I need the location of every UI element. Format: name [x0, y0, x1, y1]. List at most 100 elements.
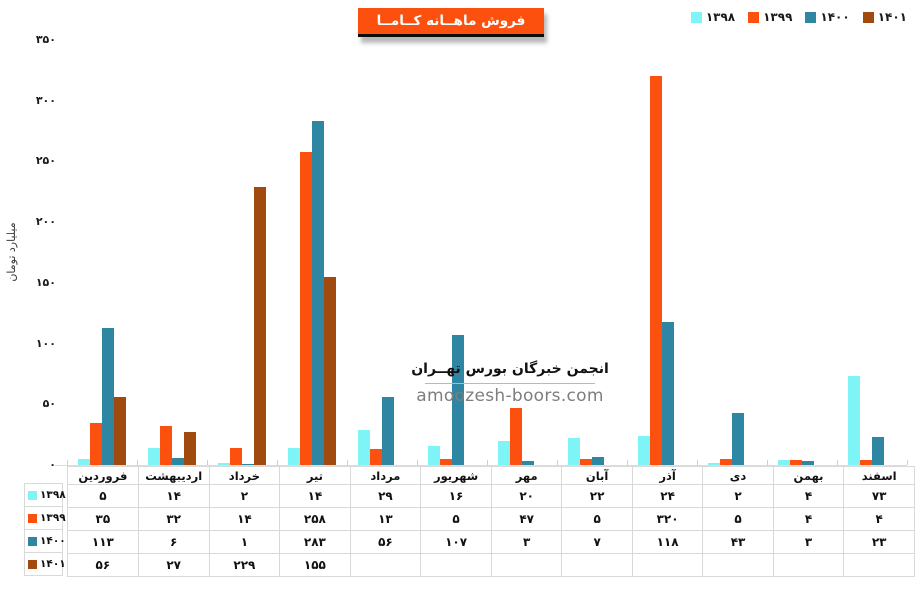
legend-swatch-icon	[862, 11, 874, 23]
legend-swatch-icon	[748, 11, 760, 23]
chart-bar	[242, 463, 254, 465]
value-cell: ۵۶	[349, 530, 422, 554]
value-cell: ۵	[702, 507, 774, 531]
x-axis-tick	[487, 460, 488, 465]
value-cell: ۱۰۷	[420, 530, 492, 554]
chart-bar	[732, 412, 744, 465]
month-header-cell: بهمن	[772, 466, 845, 485]
chart-bar	[848, 376, 860, 465]
value-cell: ۲	[208, 484, 281, 508]
value-cell: ۱۱۸	[631, 530, 704, 554]
y-axis-title: میلیارد تومان	[5, 222, 18, 282]
value-cell: ۴	[772, 507, 845, 531]
chart-bar	[324, 276, 336, 465]
legend-swatch-icon	[805, 11, 817, 23]
value-cell	[561, 553, 633, 577]
value-cell: ۵	[561, 507, 633, 531]
series-key-cell: ۱۴۰۰	[24, 529, 66, 553]
series-key-swatch-icon	[28, 513, 37, 523]
y-axis-tick-label: ۵۰	[42, 397, 56, 411]
value-cell	[702, 553, 774, 577]
x-axis-line	[55, 465, 907, 466]
chart-bar	[148, 448, 160, 465]
chart-bar	[592, 456, 604, 465]
chart-bar	[114, 397, 126, 465]
chart-bar	[580, 458, 592, 465]
chart-bar	[510, 407, 522, 465]
chart-bar	[708, 462, 720, 465]
chart-bar	[428, 445, 440, 465]
chart-bar	[440, 458, 452, 465]
value-cell: ۲۷	[137, 553, 210, 577]
chart-bar	[662, 321, 674, 465]
chart-bar	[312, 121, 324, 465]
legend-item: ۱۴۰۱	[862, 10, 907, 24]
chart-bar	[288, 448, 300, 465]
value-cell: ۴۷	[490, 507, 563, 531]
y-axis-tick-label: ۳۵۰	[35, 33, 56, 46]
month-header-cell: اردیبهشت	[137, 466, 210, 485]
legend-item-label: ۱۴۰۰	[820, 10, 850, 24]
value-cell	[772, 553, 845, 577]
series-key-swatch-icon	[28, 536, 37, 546]
month-header-cell: مهر	[490, 466, 563, 485]
x-axis-tick	[207, 460, 208, 465]
value-cell: ۷	[561, 530, 633, 554]
chart-bar	[720, 458, 732, 465]
legend-item: ۱۳۹۹	[748, 10, 792, 24]
x-axis-tick	[417, 460, 418, 465]
value-cell: ۲۸۳	[279, 530, 351, 554]
value-cell: ۴	[843, 507, 915, 531]
chart-bar	[300, 151, 312, 465]
table-row: ۵ ۱۴ ۲ ۱۴ ۲۹ ۱۶ ۲۰ ۲۲ ۲۴ ۲ ۴ ۷۳	[67, 484, 915, 508]
value-cell: ۱۴	[208, 507, 281, 531]
x-axis-tick	[67, 460, 68, 465]
chart-title: فروش ماهــانه کــامــا	[358, 8, 544, 37]
legend-swatch-icon	[690, 11, 702, 23]
value-cell: ۲۲۹	[208, 553, 281, 577]
value-cell: ۴	[772, 484, 845, 508]
x-axis-tick	[907, 460, 908, 465]
watermark-url: amoozesh-boors.com	[416, 386, 604, 406]
chart-bar	[78, 458, 90, 465]
value-cell: ۳۵	[67, 507, 139, 531]
value-cell: ۳۲۰	[631, 507, 704, 531]
series-key-label: ۱۳۹۹	[40, 512, 66, 524]
value-cell: ۳	[772, 530, 845, 554]
chart-bar	[872, 437, 884, 465]
x-axis-tick	[347, 460, 348, 465]
chart-bar	[522, 461, 534, 465]
value-cell: ۶	[137, 530, 210, 554]
value-cell: ۵۶	[67, 553, 139, 577]
legend-item: ۱۳۹۸	[690, 10, 735, 24]
value-cell: ۲	[702, 484, 774, 508]
month-header-cell: شهریور	[420, 466, 492, 485]
value-cell: ۲۰	[490, 484, 563, 508]
table-row: ۳۵ ۳۲ ۱۴ ۲۵۸ ۱۳ ۵ ۴۷ ۵ ۳۲۰ ۵ ۴ ۴	[67, 507, 915, 531]
y-axis-tick-label: ۳۰۰	[35, 93, 56, 107]
chart-bar	[638, 435, 650, 465]
chart-bar	[160, 426, 172, 465]
chart-bar	[358, 429, 370, 465]
value-cell: ۱۳	[349, 507, 422, 531]
value-cell: ۲۳	[843, 530, 915, 554]
chart-bar	[790, 460, 802, 465]
watermark-title: انجمن خبرگان بورس تهــران	[411, 361, 609, 377]
chart-bar	[184, 432, 196, 465]
value-cell: ۱۴	[137, 484, 210, 508]
value-cell: ۱۶	[420, 484, 492, 508]
series-key-label: ۱۳۹۸	[40, 489, 66, 501]
series-key-swatch-icon	[28, 559, 37, 569]
chart-bar	[102, 327, 114, 465]
chart-bar	[498, 440, 510, 465]
legend-item-label: ۱۳۹۹	[763, 10, 793, 24]
y-axis-tick-label: ۱۰۰	[35, 336, 56, 350]
y-axis-tick-label: ۱۵۰	[35, 275, 56, 289]
value-cell: ۱۵۵	[279, 553, 351, 577]
chart-bar	[568, 438, 580, 465]
value-cell: ۲۴	[631, 484, 704, 508]
chart-bar	[778, 460, 790, 465]
y-axis-tick-label: ۲۰۰	[35, 215, 56, 229]
month-header-cell: فروردین	[67, 466, 139, 485]
month-header-cell: آذر	[631, 466, 704, 485]
